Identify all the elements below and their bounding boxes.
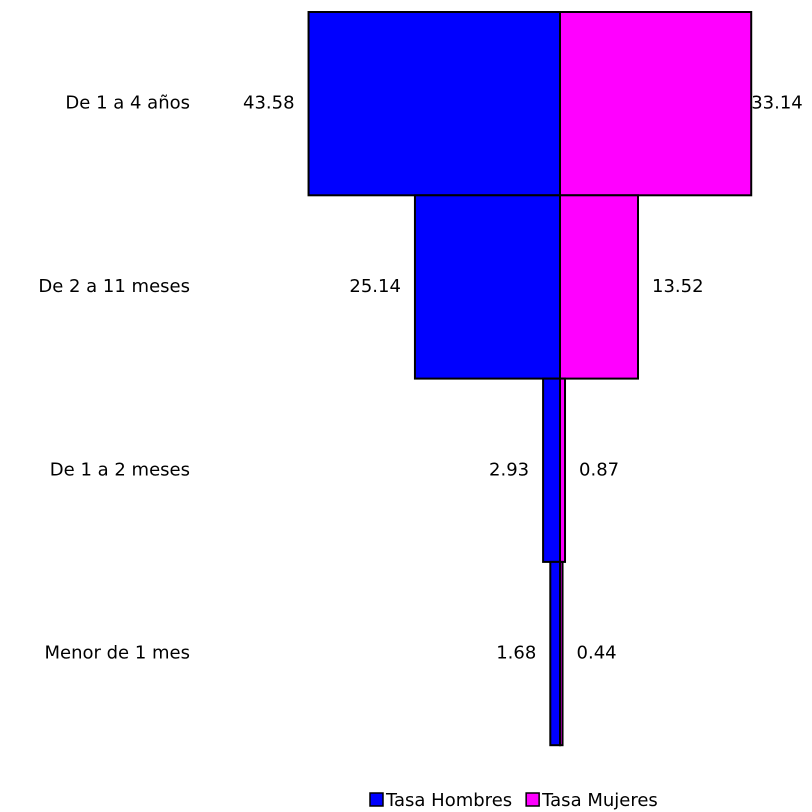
legend-label: Tasa Hombres (385, 790, 512, 811)
category-label: De 2 a 11 meses (38, 276, 190, 297)
category-label: De 1 a 4 años (65, 93, 190, 114)
legend-swatch (525, 792, 540, 807)
bar (307, 11, 561, 197)
bar (559, 377, 567, 563)
bar (542, 377, 561, 563)
category-label: De 1 a 2 meses (50, 459, 190, 480)
legend-label: Tasa Mujeres (541, 790, 658, 811)
value-label: 0.87 (579, 459, 619, 480)
value-label: 25.14 (349, 276, 401, 297)
value-label: 43.58 (243, 93, 295, 114)
bar (549, 560, 561, 747)
value-label: 33.14 (751, 93, 803, 114)
value-label: 13.52 (652, 276, 704, 297)
value-label: 1.68 (496, 643, 536, 664)
value-label: 0.44 (577, 643, 617, 664)
bar (559, 11, 753, 197)
legend-swatch (369, 792, 384, 807)
bar (559, 194, 640, 380)
bar (413, 194, 561, 380)
bar (559, 560, 564, 747)
value-label: 2.93 (489, 459, 529, 480)
category-label: Menor de 1 mes (44, 643, 190, 664)
